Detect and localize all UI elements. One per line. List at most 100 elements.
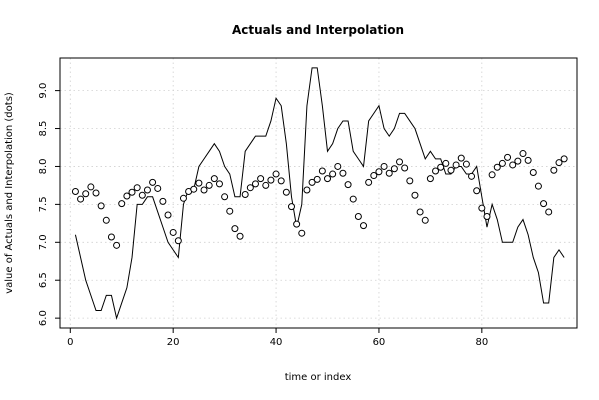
- actual-point: [149, 178, 157, 186]
- actual-point: [226, 207, 234, 215]
- actual-point: [329, 170, 337, 178]
- actual-point: [555, 159, 563, 167]
- chart-title: Actuals and Interpolation: [232, 23, 404, 37]
- actual-point: [107, 233, 115, 241]
- actual-point: [349, 195, 357, 203]
- actual-point: [478, 204, 486, 212]
- actual-point: [71, 187, 79, 195]
- actual-point: [396, 158, 404, 166]
- y-tick-label: 9.0: [38, 83, 49, 99]
- x-tick-label: 0: [67, 337, 73, 348]
- actual-point: [483, 213, 491, 221]
- actual-point: [514, 157, 522, 165]
- actual-point: [375, 168, 383, 176]
- actual-point: [457, 154, 465, 162]
- y-axis-label: value of Actuals and Interpolation (dots…: [4, 92, 15, 294]
- actual-point: [344, 181, 352, 189]
- actual-point: [272, 170, 280, 178]
- actual-point: [324, 175, 332, 183]
- actual-point: [473, 187, 481, 195]
- actual-point: [133, 184, 141, 192]
- actual-point: [308, 178, 316, 186]
- actual-point: [432, 167, 440, 175]
- actual-point: [169, 228, 177, 236]
- actual-point: [437, 163, 445, 171]
- actual-point: [298, 229, 306, 237]
- actual-point: [205, 181, 213, 189]
- actual-point: [200, 186, 208, 194]
- interpolation-line: [74, 67, 565, 320]
- actual-point: [493, 163, 501, 171]
- actual-point: [545, 208, 553, 216]
- actual-point: [174, 237, 182, 245]
- actual-point: [82, 190, 90, 198]
- actual-point: [195, 179, 203, 187]
- actual-point: [390, 165, 398, 173]
- actual-point: [210, 175, 218, 183]
- actual-point: [509, 161, 517, 169]
- actual-point: [468, 172, 476, 180]
- actual-point: [154, 184, 162, 192]
- actual-point: [138, 191, 146, 199]
- y-tick-label: 6.0: [38, 310, 49, 326]
- actual-point: [277, 177, 285, 185]
- y-tick-label: 7.5: [38, 196, 49, 212]
- actual-point: [313, 175, 321, 183]
- actual-point: [123, 192, 131, 200]
- actual-point: [113, 241, 121, 249]
- actual-point: [447, 166, 455, 174]
- series-layer: [71, 67, 568, 320]
- actual-point: [87, 183, 95, 191]
- actual-point: [411, 191, 419, 199]
- y-tick-label: 7.0: [38, 234, 49, 250]
- x-tick-label: 60: [373, 337, 386, 348]
- actual-point: [97, 202, 105, 210]
- actual-point: [287, 203, 295, 211]
- actual-point: [560, 155, 568, 163]
- actual-point: [179, 194, 187, 202]
- plot-area-frame: [59, 57, 578, 329]
- actual-point: [303, 186, 311, 194]
- x-axis: 0 20 40 60 80: [67, 328, 488, 348]
- actual-point: [540, 200, 548, 208]
- actual-point: [370, 172, 378, 180]
- actual-point: [462, 160, 470, 168]
- actual-point: [416, 208, 424, 216]
- actual-point: [550, 166, 558, 174]
- actual-point: [421, 216, 429, 224]
- actual-point: [354, 213, 362, 221]
- actual-point: [246, 184, 254, 192]
- actual-point: [128, 188, 136, 196]
- actual-point: [231, 225, 239, 233]
- actual-point: [92, 189, 100, 197]
- actual-point: [498, 159, 506, 167]
- actual-point: [164, 211, 172, 219]
- actual-point: [159, 197, 167, 205]
- actual-point: [221, 193, 229, 201]
- y-axis: 6.0 6.5 7.0 7.5 8.0 8.5 9.0: [38, 83, 60, 326]
- actual-point: [118, 200, 126, 208]
- actual-point: [534, 182, 542, 190]
- actual-point: [262, 181, 270, 189]
- actual-point: [282, 188, 290, 196]
- actual-point: [257, 175, 265, 183]
- actual-point: [380, 162, 388, 170]
- actual-point: [401, 164, 409, 172]
- actual-point: [143, 186, 151, 194]
- actual-point: [318, 167, 326, 175]
- actual-point: [442, 159, 450, 167]
- actual-point: [339, 169, 347, 177]
- x-tick-label: 80: [475, 337, 488, 348]
- x-tick-label: 20: [167, 337, 180, 348]
- y-tick-label: 8.0: [38, 159, 49, 175]
- actual-point: [365, 178, 373, 186]
- y-tick-label: 6.5: [38, 272, 49, 288]
- actual-point: [334, 162, 342, 170]
- actual-point: [488, 171, 496, 179]
- y-tick-label: 8.5: [38, 121, 49, 137]
- actual-point: [524, 156, 532, 164]
- actual-point: [102, 216, 110, 224]
- grid: [60, 58, 577, 328]
